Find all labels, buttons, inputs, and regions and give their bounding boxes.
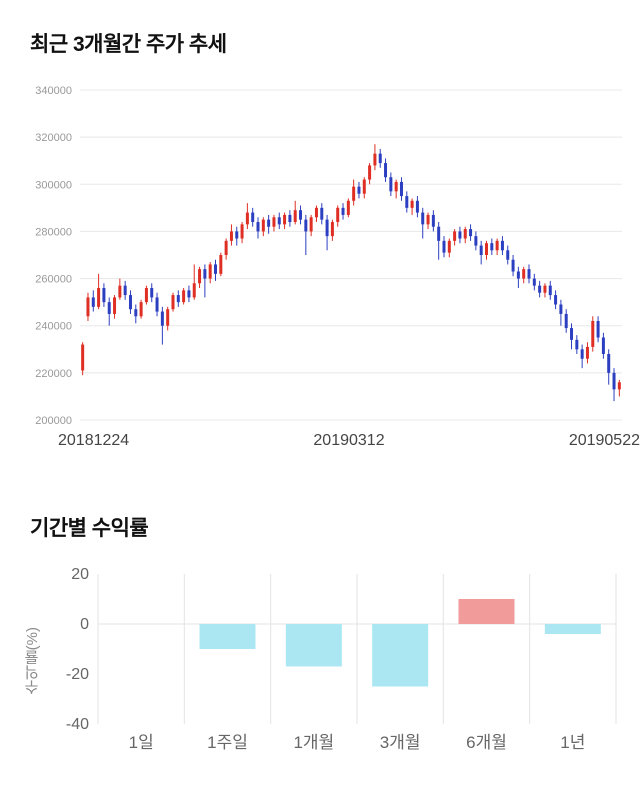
svg-text:3개월: 3개월	[380, 733, 421, 752]
svg-text:260000: 260000	[35, 274, 72, 286]
svg-text:1개월: 1개월	[293, 733, 334, 752]
svg-text:6개월: 6개월	[466, 733, 507, 752]
candlestick-x-axis: 20181224 20190312 20190522	[28, 432, 640, 450]
returns-bar-chart: 20 0 -20 -40 1일 1주일 1개월 3개월 6개월 1년	[66, 568, 617, 752]
svg-text:280000: 280000	[35, 226, 72, 238]
price-trend-title: 최근 3개월간 주가 추세	[30, 33, 227, 56]
candlestick-chart: 200000 220000 240000 260000 280000 300000 3200…	[35, 85, 622, 427]
svg-text:1일: 1일	[129, 733, 154, 752]
stock-summary-page: 최근 3개월간 주가 추세 200000 220000 240000 260000 28…	[14, 33, 640, 754]
svg-text:20: 20	[71, 568, 89, 583]
svg-text:320000: 320000	[35, 132, 72, 144]
returns-title: 기간별 수익률	[30, 517, 149, 540]
price-chart-block: 200000 220000 240000 260000 280000 300000 3200…	[14, 80, 640, 450]
svg-text:1년: 1년	[560, 733, 585, 752]
svg-text:-20: -20	[66, 666, 89, 683]
svg-text:220000: 220000	[35, 368, 72, 380]
svg-text:240000: 240000	[35, 321, 72, 333]
svg-text:300000: 300000	[35, 179, 72, 191]
svg-text:200000: 200000	[35, 415, 72, 427]
svg-text:0: 0	[80, 616, 89, 633]
x-axis-label-end: 20190522	[568, 432, 640, 449]
svg-text:340000: 340000	[35, 85, 72, 97]
returns-chart-block: 수익률(%) 20 0 -20 -40 1일 1주일 1개월 3개월 6개월 1년	[22, 568, 640, 754]
returns-y-axis-label: 수익률(%)	[24, 626, 41, 696]
svg-text:1주일: 1주일	[207, 733, 248, 752]
svg-text:-40: -40	[66, 716, 89, 733]
x-axis-label-start: 20181224	[58, 432, 130, 449]
x-axis-label-middle: 20190312	[313, 432, 385, 449]
